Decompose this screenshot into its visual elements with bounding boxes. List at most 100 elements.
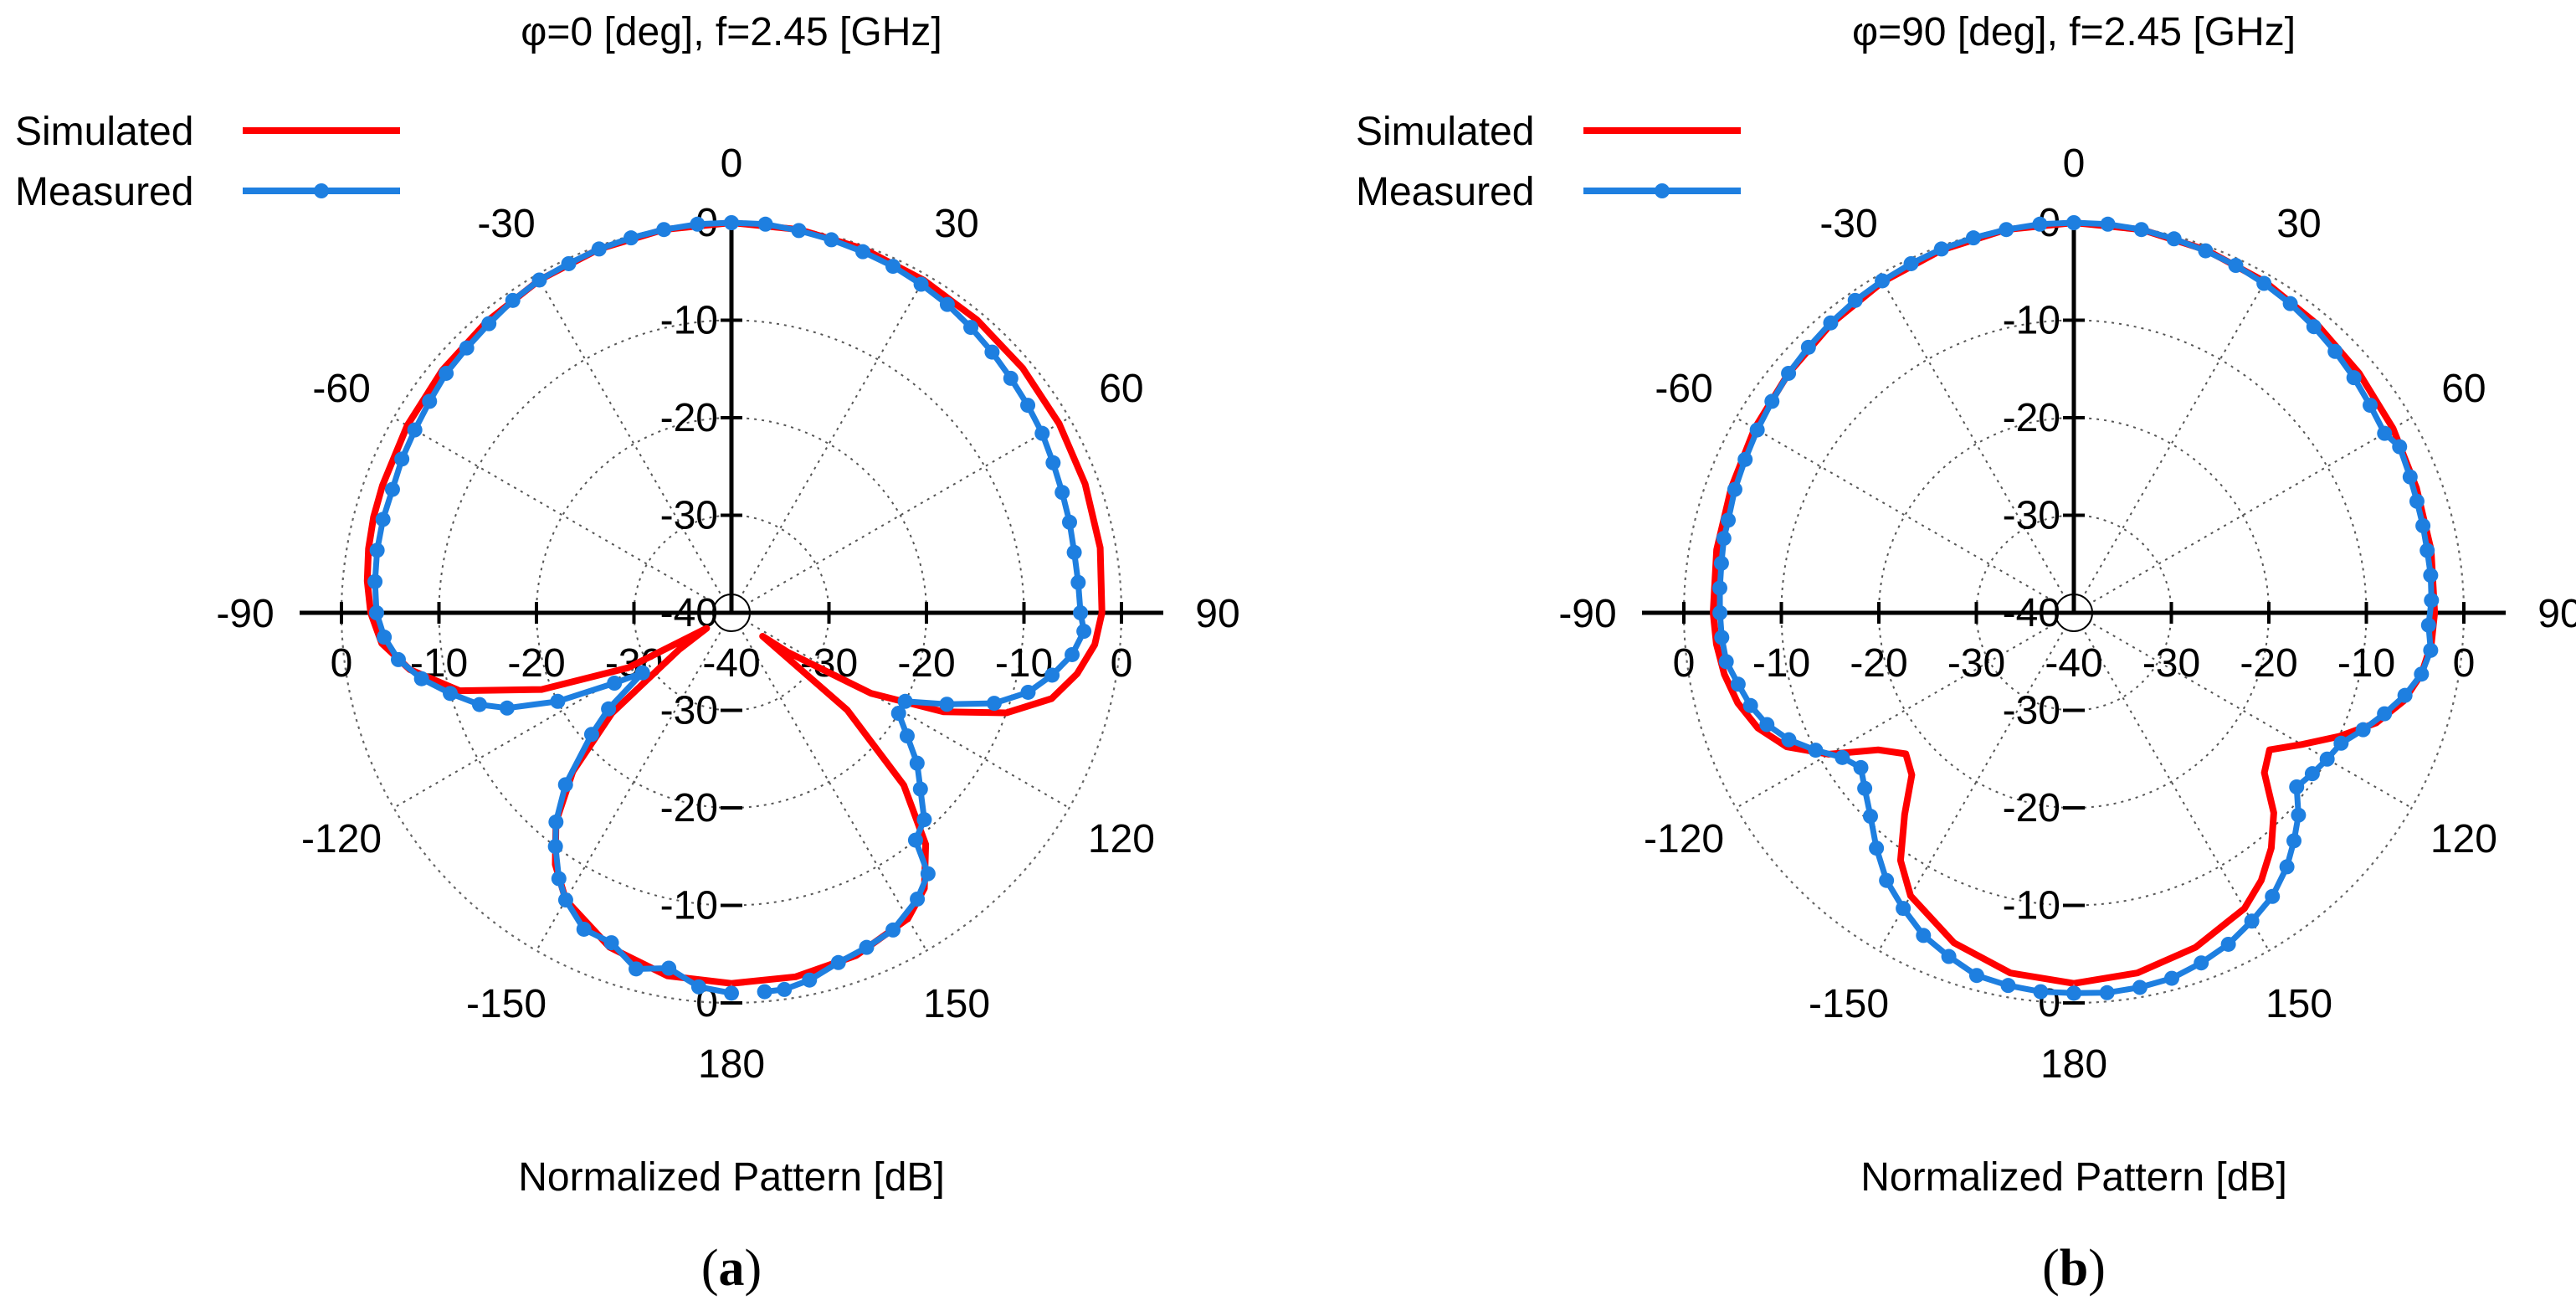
data-point-measured bbox=[2424, 593, 2440, 609]
data-point-measured bbox=[422, 393, 438, 409]
data-point-measured bbox=[1727, 481, 1742, 497]
data-point-measured bbox=[1875, 273, 1891, 289]
data-point-measured bbox=[2289, 779, 2305, 795]
data-point-measured bbox=[1800, 339, 1816, 355]
data-point-measured bbox=[481, 316, 497, 332]
data-point-measured bbox=[505, 292, 521, 308]
data-point-measured bbox=[2265, 888, 2281, 904]
radial-tick-label-down: -10 bbox=[660, 884, 718, 928]
data-point-measured bbox=[1823, 315, 1839, 331]
radial-tick-label-right: -10 bbox=[2337, 641, 2395, 686]
data-point-measured bbox=[854, 244, 870, 260]
data-point-measured bbox=[557, 892, 573, 908]
data-point-measured bbox=[1716, 531, 1732, 547]
angle-tick-label: -120 bbox=[301, 817, 382, 861]
data-point-measured bbox=[369, 542, 385, 558]
data-point-measured bbox=[830, 954, 846, 970]
data-point-measured bbox=[2402, 469, 2418, 485]
angle-tick-label: 0 bbox=[2063, 141, 2086, 186]
angle-tick-label: 90 bbox=[2538, 592, 2576, 636]
data-point-measured bbox=[561, 255, 577, 271]
data-point-measured bbox=[1066, 544, 1082, 560]
data-point-measured bbox=[916, 812, 932, 828]
data-point-measured bbox=[1061, 514, 1077, 530]
legend-marker bbox=[1655, 183, 1670, 198]
data-point-measured bbox=[724, 215, 739, 230]
data-point-measured bbox=[1711, 580, 1727, 596]
grid-spoke bbox=[1735, 417, 2075, 614]
angle-tick-label: 60 bbox=[1099, 367, 1143, 411]
data-point-measured bbox=[2377, 706, 2393, 722]
data-point-measured bbox=[439, 365, 454, 381]
data-point-measured bbox=[690, 216, 706, 232]
radial-tick-label-up: -30 bbox=[660, 494, 718, 538]
data-point-measured bbox=[1903, 255, 1919, 271]
data-point-measured bbox=[1759, 717, 1775, 733]
grid-spoke bbox=[1735, 612, 2075, 809]
grid-spoke bbox=[393, 417, 732, 614]
data-point-measured bbox=[1020, 684, 1036, 700]
angle-tick-label: -90 bbox=[1558, 592, 1616, 636]
radial-tick-label-left: -30 bbox=[1947, 641, 2005, 686]
data-point-measured bbox=[1869, 841, 1885, 856]
panel-label: (b) bbox=[2042, 1240, 2106, 1297]
data-point-measured bbox=[1941, 949, 1957, 964]
data-point-measured bbox=[1003, 370, 1019, 386]
radial-tick-label-up: -20 bbox=[2003, 396, 2060, 440]
angle-tick-label: -30 bbox=[477, 202, 535, 246]
data-point-measured bbox=[634, 665, 650, 681]
data-point-measured bbox=[550, 693, 566, 709]
radial-tick-label-down: -30 bbox=[660, 689, 718, 733]
data-point-measured bbox=[2423, 642, 2439, 658]
data-point-measured bbox=[459, 340, 475, 356]
data-point-measured bbox=[2133, 222, 2149, 238]
radial-tick-label-up: -10 bbox=[660, 299, 718, 343]
data-point-measured bbox=[2415, 518, 2431, 534]
angle-tick-labels: 0 30 60 90 120 150 180 -150 -120 -90 -60 -30 bbox=[1558, 141, 2576, 1087]
data-point-measured bbox=[1857, 780, 1873, 796]
legend-marker bbox=[314, 183, 329, 198]
data-point-measured bbox=[907, 832, 923, 848]
data-point-measured bbox=[2409, 493, 2425, 509]
data-point-measured bbox=[384, 481, 400, 497]
radial-tick-label-left: -10 bbox=[1752, 641, 1810, 686]
grid-spoke bbox=[2073, 274, 2270, 614]
data-point-measured bbox=[1781, 732, 1797, 748]
polar-chart-b: φ=90 [deg], f=2.45 [GHz]-40-40-30-30-30-… bbox=[1356, 10, 2576, 1297]
data-point-measured bbox=[591, 241, 607, 257]
radial-tick-label-right: -20 bbox=[2240, 641, 2297, 686]
data-point-measured bbox=[984, 344, 1000, 360]
data-point-measured bbox=[1045, 455, 1061, 470]
data-point-measured bbox=[1749, 422, 1765, 438]
grid-spoke bbox=[536, 274, 732, 614]
angle-tick-labels: 0 30 60 90 120 150 180 -150 -120 -90 -60 -30 bbox=[216, 141, 1239, 1087]
data-point-measured bbox=[2100, 216, 2116, 232]
x-axis-label: Normalized Pattern [dB] bbox=[1860, 1155, 2287, 1200]
data-point-measured bbox=[963, 320, 979, 336]
data-point-measured bbox=[583, 727, 599, 743]
radial-tick-label-up: -20 bbox=[660, 396, 718, 440]
angle-tick-label: 30 bbox=[2276, 202, 2321, 246]
angle-tick-label: -60 bbox=[312, 367, 370, 411]
legend-label: Simulated bbox=[15, 110, 193, 154]
data-point-measured bbox=[912, 781, 928, 797]
data-point-measured bbox=[1916, 928, 1932, 943]
radial-tick-label-right: 0 bbox=[2453, 641, 2476, 686]
data-point-measured bbox=[859, 939, 875, 955]
data-point-measured bbox=[551, 871, 567, 887]
data-point-measured bbox=[890, 706, 906, 722]
data-point-measured bbox=[986, 696, 1002, 712]
data-point-measured bbox=[2333, 735, 2349, 751]
angle-tick-label: -90 bbox=[216, 592, 274, 636]
x-axis-label: Normalized Pattern [dB] bbox=[518, 1155, 945, 1200]
data-point-measured bbox=[2286, 833, 2302, 849]
data-point-measured bbox=[1076, 624, 1092, 640]
data-point-measured bbox=[1712, 605, 1728, 620]
data-point-measured bbox=[1808, 743, 1824, 758]
data-point-measured bbox=[2066, 215, 2081, 230]
data-point-measured bbox=[2033, 984, 2049, 1000]
data-point-measured bbox=[2099, 985, 2115, 1000]
data-point-measured bbox=[2291, 807, 2307, 823]
data-point-measured bbox=[1034, 425, 1050, 441]
data-point-measured bbox=[1896, 901, 1911, 917]
